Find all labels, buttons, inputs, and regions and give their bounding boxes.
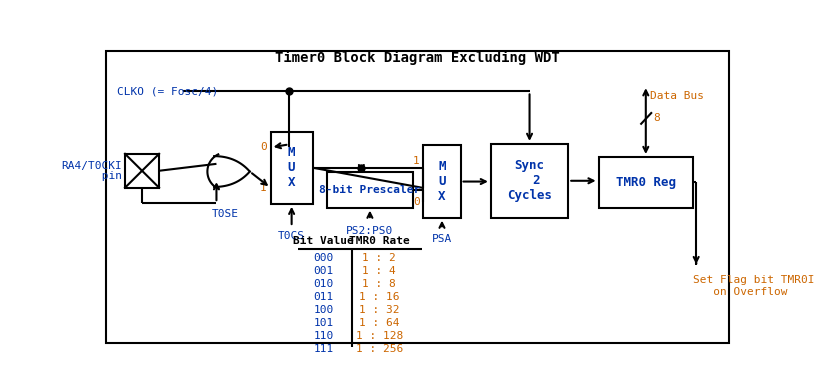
Text: TMR0 Reg: TMR0 Reg: [616, 176, 676, 189]
Text: 001: 001: [313, 266, 334, 276]
Text: 8-bit Prescaler: 8-bit Prescaler: [319, 185, 421, 195]
Text: Data Bus: Data Bus: [650, 91, 704, 101]
Bar: [125, 154, 159, 188]
Text: 1 : 64: 1 : 64: [359, 318, 400, 328]
Text: 1 : 256: 1 : 256: [356, 344, 403, 355]
Text: 011: 011: [313, 292, 334, 302]
Text: 1: 1: [413, 156, 419, 166]
Bar: [271, 131, 313, 204]
Text: 1 : 128: 1 : 128: [356, 331, 403, 341]
Text: T0SE: T0SE: [212, 209, 239, 219]
Text: T0CS: T0CS: [278, 231, 305, 241]
Bar: [423, 145, 461, 218]
Text: 010: 010: [313, 279, 334, 289]
Text: RA4/T0CKI: RA4/T0CKI: [61, 161, 122, 171]
Text: 0: 0: [413, 197, 419, 207]
Text: M
U
X: M U X: [288, 146, 295, 189]
Text: pin: pin: [68, 171, 122, 181]
Bar: [491, 144, 568, 218]
Text: 110: 110: [313, 331, 334, 341]
Text: Timer0 Block Diagram Excluding WDT: Timer0 Block Diagram Excluding WDT: [275, 50, 559, 65]
Text: 8: 8: [654, 113, 660, 123]
Text: PSA: PSA: [432, 234, 452, 244]
Text: CLKO (= Fosc/4): CLKO (= Fosc/4): [117, 87, 218, 96]
Text: 1: 1: [260, 183, 267, 193]
Text: 100: 100: [313, 305, 334, 315]
Text: on Overflow: on Overflow: [693, 287, 788, 297]
Bar: [326, 172, 414, 208]
Text: 1 : 32: 1 : 32: [359, 305, 400, 315]
Text: 1 : 2: 1 : 2: [362, 253, 396, 263]
Text: 0: 0: [260, 142, 267, 152]
Text: 000: 000: [313, 253, 334, 263]
Text: 101: 101: [313, 318, 334, 328]
Text: Bit Value: Bit Value: [293, 236, 354, 246]
Text: M
U
X: M U X: [438, 160, 446, 203]
Text: Set Flag bit TMR0IF: Set Flag bit TMR0IF: [693, 275, 814, 285]
Text: PS2:PS0: PS2:PS0: [346, 226, 393, 236]
Text: Sync
  2
Cycles: Sync 2 Cycles: [507, 159, 552, 202]
Text: 1 : 4: 1 : 4: [362, 266, 396, 276]
Text: TMR0 Rate: TMR0 Rate: [349, 236, 409, 246]
Text: 1 : 8: 1 : 8: [362, 279, 396, 289]
Bar: [598, 157, 693, 208]
Text: 111: 111: [313, 344, 334, 355]
Text: 1 : 16: 1 : 16: [359, 292, 400, 302]
